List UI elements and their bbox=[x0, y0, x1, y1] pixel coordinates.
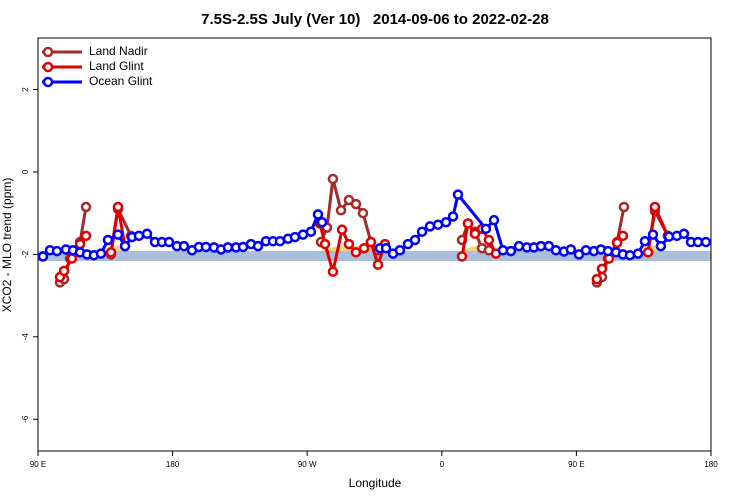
point bbox=[617, 230, 629, 242]
y-tick-label: -2 bbox=[21, 250, 30, 258]
point bbox=[462, 218, 474, 229]
point bbox=[505, 245, 517, 257]
point bbox=[105, 247, 117, 258]
point bbox=[119, 240, 131, 252]
point bbox=[655, 240, 667, 252]
point bbox=[416, 226, 428, 237]
point bbox=[649, 201, 661, 213]
point bbox=[80, 201, 92, 213]
point bbox=[357, 207, 369, 219]
point bbox=[394, 245, 406, 256]
point bbox=[632, 248, 644, 259]
point bbox=[550, 245, 562, 256]
point bbox=[380, 242, 392, 254]
point bbox=[447, 211, 459, 222]
point bbox=[274, 235, 286, 247]
y-axis-label: XCO2 - MLO trend (ppm) bbox=[0, 178, 14, 313]
point bbox=[327, 173, 339, 185]
y-tick-label: 2 bbox=[21, 87, 30, 92]
point bbox=[513, 240, 525, 252]
legend-marker bbox=[42, 61, 54, 73]
point bbox=[80, 230, 92, 242]
point bbox=[112, 229, 124, 240]
point bbox=[480, 223, 492, 235]
point bbox=[37, 251, 49, 262]
point bbox=[624, 249, 636, 261]
point bbox=[469, 228, 481, 240]
x-tick-label: 180 bbox=[166, 460, 180, 469]
legend-label: Ocean Glint bbox=[89, 74, 153, 88]
legend-marker bbox=[42, 76, 54, 88]
plot-frame bbox=[37, 37, 712, 452]
point bbox=[618, 201, 630, 213]
point bbox=[252, 240, 264, 252]
x-tick-label: 180 bbox=[704, 460, 718, 469]
point bbox=[178, 240, 190, 252]
y-tick-label: 0 bbox=[21, 169, 30, 174]
point bbox=[112, 201, 124, 213]
point bbox=[596, 263, 608, 275]
point bbox=[350, 247, 362, 258]
point bbox=[642, 247, 654, 258]
point bbox=[305, 226, 317, 237]
point bbox=[350, 198, 362, 210]
point bbox=[289, 231, 301, 243]
legend-label: Land Glint bbox=[89, 59, 144, 73]
point bbox=[700, 236, 712, 248]
point bbox=[424, 221, 436, 232]
point bbox=[163, 236, 175, 248]
point bbox=[58, 265, 70, 277]
legend-marker bbox=[42, 46, 54, 58]
point bbox=[488, 214, 500, 226]
point bbox=[95, 248, 107, 259]
point bbox=[456, 251, 468, 262]
x-tick-label: 0 bbox=[440, 460, 445, 469]
point bbox=[409, 234, 421, 246]
point bbox=[102, 234, 114, 246]
point bbox=[591, 273, 603, 285]
point bbox=[639, 235, 651, 247]
point bbox=[327, 266, 339, 277]
point bbox=[440, 216, 452, 228]
chart-title: 7.5S-2.5S July (Ver 10) 2014-09-06 to 20… bbox=[201, 11, 549, 28]
point bbox=[74, 238, 86, 250]
point bbox=[678, 228, 690, 240]
point bbox=[483, 234, 495, 246]
x-tick-label: 90 E bbox=[568, 460, 584, 469]
point bbox=[200, 241, 212, 253]
point bbox=[133, 230, 145, 242]
point bbox=[222, 242, 234, 253]
x-tick-label: 90 W bbox=[298, 460, 317, 469]
y-tick-label: -4 bbox=[21, 333, 30, 341]
legend-label: Land Nadir bbox=[89, 44, 148, 58]
point bbox=[141, 228, 153, 240]
point bbox=[319, 238, 331, 250]
point bbox=[565, 244, 577, 255]
point bbox=[452, 189, 464, 200]
point bbox=[365, 236, 377, 248]
point bbox=[343, 238, 355, 250]
point bbox=[611, 237, 623, 249]
point bbox=[66, 253, 78, 264]
y-tick-label: -6 bbox=[21, 415, 30, 423]
point bbox=[51, 245, 63, 257]
point bbox=[647, 229, 659, 240]
point bbox=[602, 245, 614, 257]
point bbox=[336, 224, 348, 235]
x-axis-label: Longitude bbox=[349, 476, 402, 490]
point bbox=[358, 242, 370, 254]
x-tick-label: 90 E bbox=[30, 460, 46, 469]
point bbox=[316, 216, 328, 228]
point bbox=[312, 209, 324, 220]
point bbox=[335, 205, 347, 216]
point bbox=[372, 259, 384, 270]
